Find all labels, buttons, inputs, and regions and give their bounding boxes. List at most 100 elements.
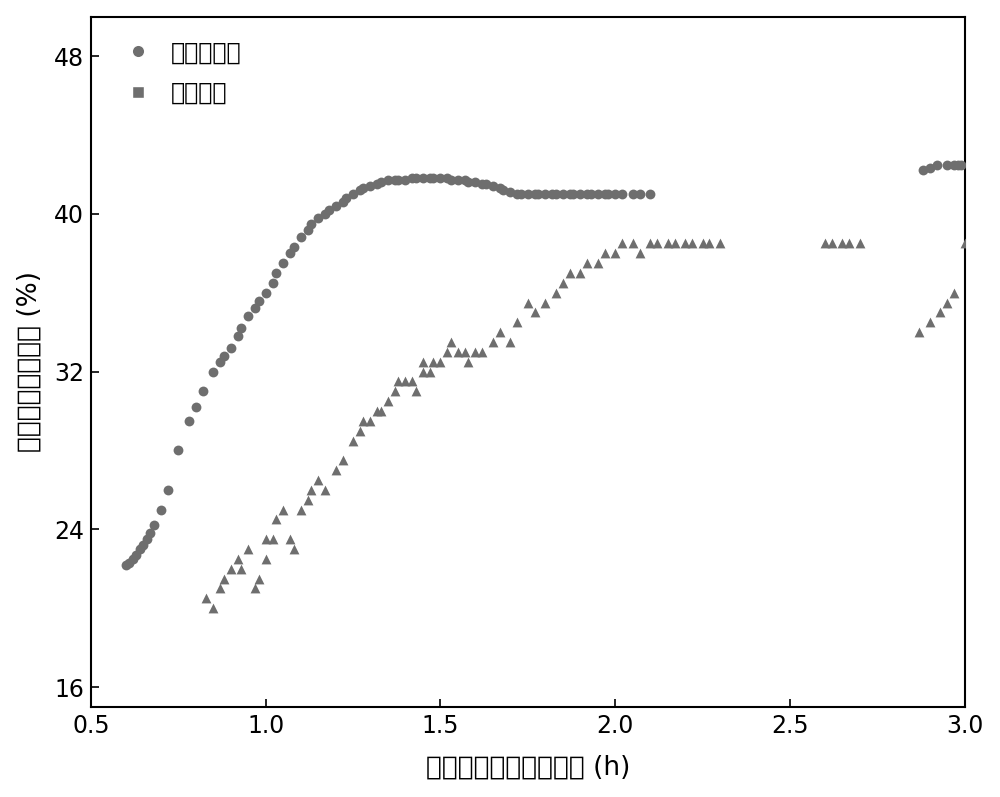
本发明方法 [583,188,599,201]
本发明方法 [373,176,389,189]
传统方法 [258,532,274,545]
传统方法 [422,365,438,378]
传统方法 [404,375,420,388]
本发明方法 [425,172,441,185]
本发明方法 [310,211,326,224]
本发明方法 [352,184,368,197]
传统方法 [362,414,378,427]
传统方法 [265,532,281,545]
传统方法 [425,355,441,368]
传统方法 [268,513,284,526]
本发明方法 [265,277,281,289]
传统方法 [345,434,361,447]
本发明方法 [223,342,239,355]
传统方法 [597,247,613,260]
传统方法 [251,572,267,585]
本发明方法 [188,401,204,414]
传统方法 [614,237,630,249]
传统方法 [223,563,239,575]
传统方法 [457,345,473,358]
本发明方法 [432,172,448,185]
本发明方法 [240,310,256,323]
本发明方法 [212,355,228,368]
传统方法 [548,286,564,299]
传统方法 [946,286,962,299]
传统方法 [467,345,483,358]
本发明方法 [135,539,151,552]
传统方法 [216,572,232,585]
传统方法 [369,405,385,418]
本发明方法 [146,519,162,532]
传统方法 [502,336,518,348]
本发明方法 [216,349,232,362]
传统方法 [328,464,344,477]
传统方法 [677,237,693,249]
传统方法 [695,237,711,249]
本发明方法 [450,174,466,186]
传统方法 [450,345,466,358]
传统方法 [684,237,700,249]
本发明方法 [537,188,553,201]
传统方法 [492,326,508,339]
本发明方法 [355,182,371,194]
本发明方法 [317,207,333,220]
本发明方法 [125,552,141,565]
传统方法 [834,237,850,249]
本发明方法 [590,188,606,201]
本发明方法 [142,527,158,540]
传统方法 [390,375,406,388]
传统方法 [817,237,833,249]
传统方法 [922,316,938,328]
传统方法 [352,424,368,437]
传统方法 [642,237,658,249]
本发明方法 [520,188,536,201]
传统方法 [387,385,403,398]
传统方法 [300,493,316,506]
传统方法 [660,237,676,249]
传统方法 [712,237,728,249]
本发明方法 [478,178,494,190]
本发明方法 [474,178,490,190]
传统方法 [275,503,291,516]
本发明方法 [946,158,962,171]
X-axis label: 水质污染平均监测时间 (h): 水质污染平均监测时间 (h) [426,754,630,780]
传统方法 [911,326,927,339]
传统方法 [841,237,857,249]
本发明方法 [303,218,319,230]
传统方法 [240,543,256,556]
本发明方法 [495,184,511,197]
传统方法 [824,237,840,249]
本发明方法 [422,172,438,185]
传统方法 [408,385,424,398]
传统方法 [303,484,319,497]
本发明方法 [282,247,298,260]
传统方法 [286,543,302,556]
传统方法 [415,355,431,368]
传统方法 [205,602,221,614]
传统方法 [474,345,490,358]
传统方法 [555,277,571,289]
传统方法 [373,405,389,418]
传统方法 [485,336,501,348]
本发明方法 [467,176,483,189]
本发明方法 [642,188,658,201]
本发明方法 [439,172,455,185]
传统方法 [432,355,448,368]
本发明方法 [328,199,344,212]
传统方法 [397,375,413,388]
本发明方法 [362,180,378,193]
本发明方法 [160,484,176,497]
本发明方法 [548,188,564,201]
传统方法 [649,237,665,249]
传统方法 [579,257,595,269]
本发明方法 [345,188,361,201]
本发明方法 [597,188,613,201]
传统方法 [667,237,683,249]
传统方法 [460,355,476,368]
本发明方法 [121,556,137,569]
本发明方法 [562,188,578,201]
本发明方法 [572,188,588,201]
本发明方法 [953,158,969,171]
本发明方法 [233,322,249,335]
传统方法 [562,267,578,280]
